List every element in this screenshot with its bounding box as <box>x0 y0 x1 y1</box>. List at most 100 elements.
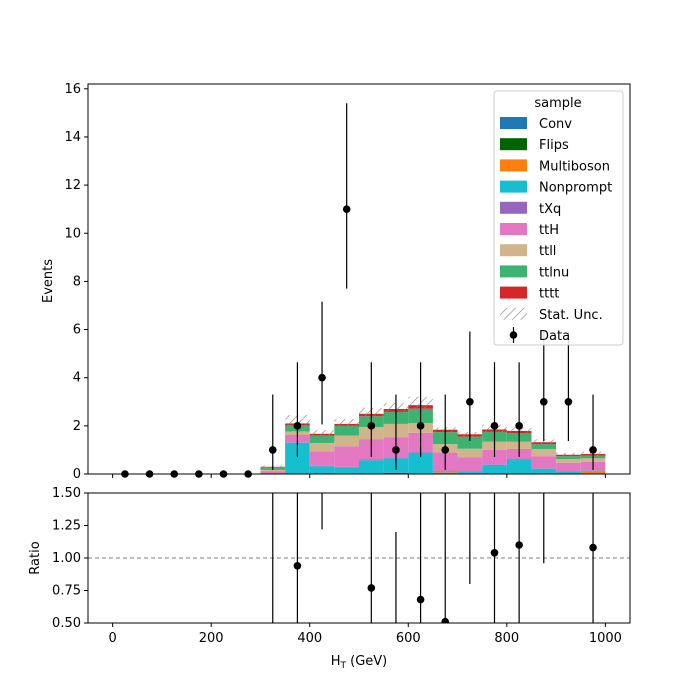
legend-label-stat-unc: Stat. Unc. <box>539 308 603 323</box>
bottom-panel: 0.50 0.75 1.00 1.25 1.50 0 200 400 600 800 1000 R… <box>28 60 631 671</box>
legend-title: sample <box>534 96 581 111</box>
bar-nonprompt-bin-15 <box>482 464 507 474</box>
bar-tth-bin-9 <box>334 446 359 467</box>
bar-nonprompt-bin-19 <box>580 470 606 472</box>
stat-unc-bin-9 <box>334 419 359 429</box>
data-point-6 <box>268 446 277 454</box>
x-axis-label: HT (GeV) <box>331 654 388 671</box>
stat-unc-bin-17 <box>531 439 557 446</box>
bottom-x-tick-label: 1000 <box>589 631 622 646</box>
legend-swatch-stat-unc <box>500 307 527 320</box>
top-y-tick-label: 14 <box>64 130 81 145</box>
legend-label-ttlnu: ttlnu <box>539 265 569 280</box>
legend-swatch-conv <box>500 117 527 129</box>
legend-items: Conv Flips Multiboson Nonprompt tXq ttH ttll tt… <box>500 117 612 344</box>
legend-label-flips: Flips <box>539 138 569 153</box>
x-axis-label-unit: (GeV) <box>346 654 387 669</box>
bar-nonprompt-bin-10 <box>359 460 384 474</box>
ratio-point-1 <box>293 562 302 570</box>
legend-swatch-ttll <box>500 244 527 257</box>
legend-label-nonprompt: Nonprompt <box>539 181 612 196</box>
bar-multiboson-bin-19 <box>580 471 606 474</box>
bottom-plot-area <box>88 493 630 623</box>
bar-tth-bin-17 <box>531 456 557 469</box>
bar-nonprompt-bin-9 <box>334 467 359 474</box>
bottom-y-axis: 0.50 0.75 1.00 1.25 1.50 <box>52 486 88 631</box>
bar-ttll-bin-18 <box>556 459 581 463</box>
bottom-y-axis-label: Ratio <box>28 541 43 574</box>
bottom-x-tick-label: 800 <box>494 631 519 646</box>
legend-label-tttt: tttt <box>539 287 559 302</box>
top-y-axis-label: Events <box>41 259 56 303</box>
ratio-point-3 <box>343 60 351 68</box>
bar-nonprompt-bin-13 <box>432 471 458 473</box>
legend-label-conv: Conv <box>539 117 572 132</box>
legend-box <box>493 90 624 346</box>
top-y-tick-label: 4 <box>73 371 81 386</box>
data-point-11 <box>392 446 400 454</box>
bar-ttlnu-bin-9 <box>334 425 359 436</box>
ratio-point-13 <box>589 543 597 552</box>
ratio-points-layer <box>272 60 597 623</box>
bar-nonprompt-bin-18 <box>556 471 581 474</box>
top-y-tick-label: 0 <box>73 467 81 482</box>
bar-multiboson-bin-13 <box>432 472 458 474</box>
bottom-x-tick-label: 200 <box>199 631 224 646</box>
data-point-9 <box>342 205 351 213</box>
x-axis-label-main: H <box>331 654 341 669</box>
bar-tth-bin-6 <box>260 471 286 474</box>
bar-ttlnu-bin-14 <box>457 436 483 449</box>
legend-label-data: Data <box>539 329 570 344</box>
legend-swatch-tth <box>500 223 527 235</box>
legend-swatch-flips <box>500 138 527 151</box>
stat-unc-bin-18 <box>556 452 581 457</box>
legend-swatch-ttlnu <box>500 265 527 278</box>
top-y-tick-label: 8 <box>73 274 81 289</box>
legend-swatch-tttt <box>500 286 527 299</box>
bar-flips-bin-11 <box>383 472 409 474</box>
bar-nonprompt-bin-12 <box>408 452 433 474</box>
bar-tth-bin-14 <box>457 457 483 472</box>
bottom-y-tick-label: 0.75 <box>52 584 81 599</box>
bar-nonprompt-bin-17 <box>531 468 557 474</box>
legend-label-tth: ttH <box>539 223 559 238</box>
legend-label-txq: tXq <box>539 202 561 217</box>
data-point-13 <box>441 446 450 454</box>
bar-ttll-bin-6 <box>260 469 286 472</box>
data-point-19 <box>589 446 597 454</box>
bar-ttlnu-bin-18 <box>556 456 581 460</box>
bar-ttll-bin-9 <box>334 435 359 447</box>
bottom-y-tick-label: 1.50 <box>52 486 81 501</box>
top-x-ticks <box>112 474 606 478</box>
bottom-x-axis: 0 200 400 600 800 1000 <box>108 623 622 646</box>
bar-txq-bin-10 <box>359 459 384 461</box>
legend-label-multiboson: Multiboson <box>539 159 610 174</box>
top-y-tick-label: 10 <box>64 226 81 241</box>
data-point-16 <box>515 422 523 430</box>
bottom-x-tick-label: 600 <box>396 631 421 646</box>
bar-tth-bin-8 <box>309 451 335 466</box>
legend-label-ttll: ttll <box>539 244 556 259</box>
top-y-tick-label: 6 <box>73 323 81 338</box>
bar-ttlnu-bin-8 <box>309 435 335 443</box>
bottom-x-tick-label: 0 <box>108 631 116 646</box>
stat-unc-bin-8 <box>309 430 335 438</box>
bar-nonprompt-bin-16 <box>506 459 532 474</box>
legend-swatch-txq <box>500 201 527 214</box>
data-point-12 <box>416 422 425 430</box>
bar-nonprompt-bin-14 <box>457 472 483 474</box>
ratio-point-10 <box>515 541 523 549</box>
bar-ttlnu-bin-17 <box>531 444 557 449</box>
bottom-x-tick-label: 400 <box>297 631 322 646</box>
bar-tth-bin-18 <box>556 462 581 472</box>
data-point-8 <box>318 373 326 382</box>
bottom-y-tick-label: 1.00 <box>52 551 81 566</box>
legend-swatch-nonprompt <box>500 180 527 193</box>
ratio-point-4 <box>367 584 376 592</box>
top-plot-frame <box>87 83 631 475</box>
legend-swatch-multiboson <box>500 159 527 172</box>
bar-tth-bin-15 <box>482 449 507 465</box>
bar-ttll-bin-17 <box>531 448 557 457</box>
data-point-7 <box>293 422 302 430</box>
